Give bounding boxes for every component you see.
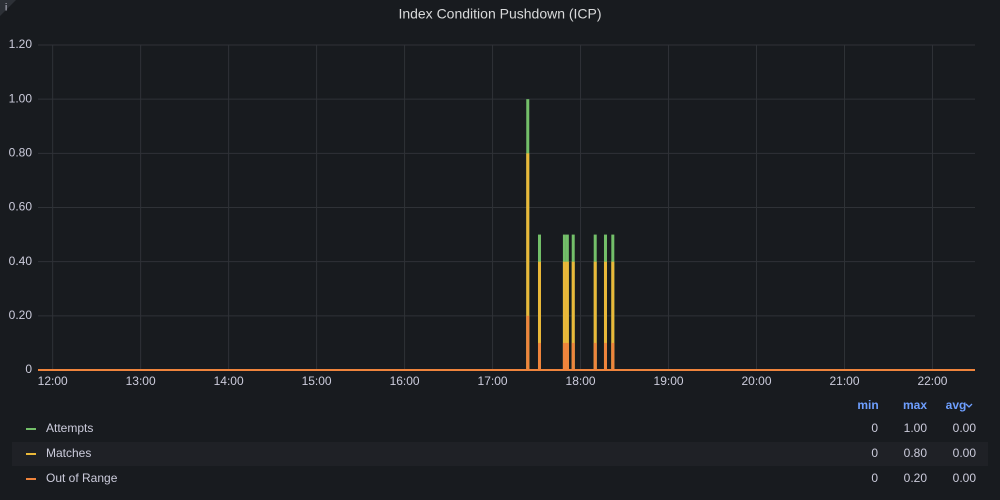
bar: [603, 342, 607, 370]
x-tick-label: 21:00: [829, 374, 859, 388]
legend-stat: 0: [871, 471, 878, 485]
bar: [537, 342, 541, 370]
y-tick-label: 0.20: [9, 308, 33, 322]
bar: [537, 261, 541, 370]
info-corner[interactable]: [0, 0, 16, 16]
legend-stat: 0: [871, 421, 878, 435]
x-tick-label: 12:00: [38, 374, 68, 388]
bar: [571, 342, 575, 370]
legend-row-bg: [12, 442, 988, 466]
legend-stat: 0.80: [904, 446, 928, 460]
bar: [562, 342, 566, 370]
x-tick-label: 20:00: [741, 374, 771, 388]
legend-header: avg: [946, 398, 967, 412]
bar: [603, 261, 607, 370]
chart-title: Index Condition Pushdown (ICP): [398, 6, 601, 22]
x-tick-label: 14:00: [214, 374, 244, 388]
bar: [593, 342, 597, 370]
legend-stat: 0.00: [953, 446, 977, 460]
legend-stat: 0: [871, 446, 878, 460]
y-tick-label: 0: [25, 362, 32, 376]
legend-stat: 0.00: [953, 471, 977, 485]
bar: [571, 261, 575, 370]
bar: [593, 261, 597, 370]
legend-stat: 1.00: [904, 421, 928, 435]
legend-header: min: [857, 398, 878, 412]
x-tick-label: 22:00: [917, 374, 947, 388]
legend-header: max: [903, 398, 927, 412]
x-tick-label: 17:00: [478, 374, 508, 388]
legend-stat: 0.20: [904, 471, 928, 485]
y-tick-label: 0.40: [9, 254, 33, 268]
bar: [565, 261, 569, 370]
y-tick-label: 1.20: [9, 37, 33, 51]
x-tick-label: 13:00: [126, 374, 156, 388]
bar: [611, 261, 615, 370]
bar: [526, 315, 530, 370]
x-tick-label: 19:00: [654, 374, 684, 388]
bar: [526, 153, 530, 370]
legend-label: Matches: [46, 446, 91, 460]
y-tick-label: 0.60: [9, 200, 33, 214]
legend-label: Out of Range: [46, 471, 118, 485]
info-icon: i: [5, 3, 7, 14]
bar: [611, 342, 615, 370]
x-tick-label: 15:00: [302, 374, 332, 388]
y-tick-label: 1.00: [9, 91, 33, 105]
bar: [562, 261, 566, 370]
y-tick-label: 0.80: [9, 146, 33, 160]
x-tick-label: 18:00: [566, 374, 596, 388]
sort-icon: [965, 403, 973, 408]
x-tick-label: 16:00: [390, 374, 420, 388]
bar: [565, 342, 569, 370]
legend-label: Attempts: [46, 421, 93, 435]
legend-stat: 0.00: [953, 421, 977, 435]
